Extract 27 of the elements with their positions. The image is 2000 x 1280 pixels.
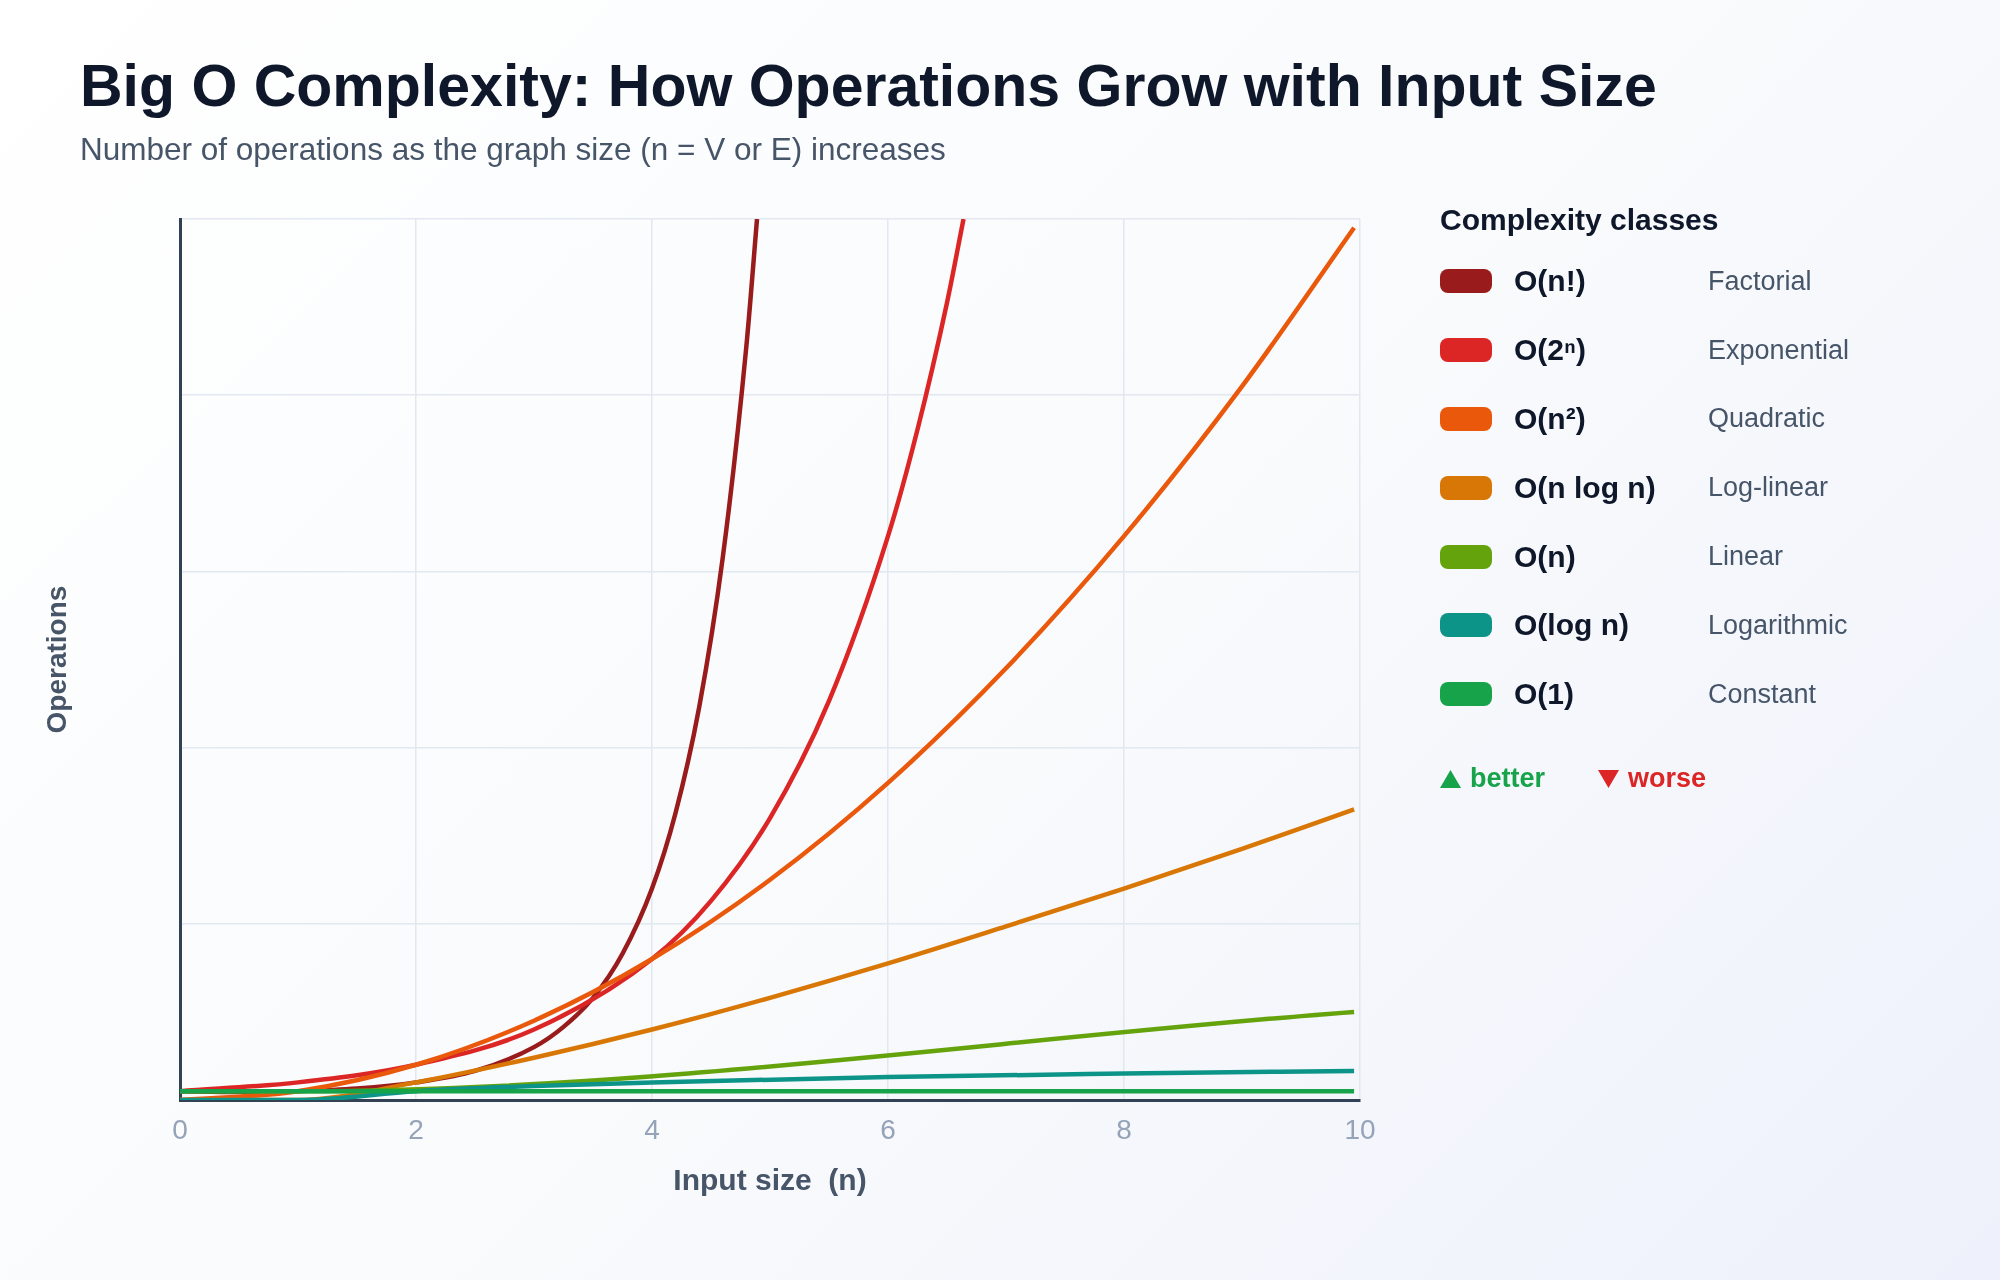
legend-label: O(n²)	[1514, 401, 1587, 436]
legend-label: O(n)	[1514, 539, 1577, 574]
x-tick-label: 8	[1116, 1113, 1132, 1145]
legend-label: O(2ⁿ)	[1514, 333, 1587, 368]
x-tick-label: 2	[408, 1113, 424, 1145]
chart-subtitle: Number of operations as the graph size (n = V or E) increases	[80, 131, 946, 168]
text: Linear	[1708, 541, 1784, 573]
x-tick-label: 0	[172, 1113, 188, 1145]
text: Quadratic	[1708, 403, 1826, 435]
legend-title: Complexity classes	[1440, 202, 1720, 238]
legend-label: O(log n)	[1514, 608, 1630, 643]
text: worse	[1628, 763, 1707, 795]
text: Log-linear	[1708, 472, 1829, 504]
legend-label: O(n!)	[1514, 264, 1587, 299]
legend-label: O(n log n)	[1514, 470, 1657, 505]
x-tick-label: 10	[1344, 1113, 1376, 1145]
x-tick-label: 6	[880, 1113, 896, 1145]
text: Constant	[1708, 678, 1817, 710]
legend-label: O(1)	[1514, 677, 1575, 712]
x-tick-label: 4	[644, 1113, 660, 1145]
text: better	[1470, 763, 1546, 795]
y-axis-title: Operations	[40, 585, 72, 734]
chart-title: Big O Complexity: How Operations Grow with Input Size	[80, 52, 1657, 120]
text: Factorial	[1708, 265, 1812, 297]
text: Exponential	[1708, 334, 1850, 366]
x-axis-title: Input size (n)	[673, 1163, 867, 1197]
text: Logarithmic	[1708, 609, 1848, 641]
